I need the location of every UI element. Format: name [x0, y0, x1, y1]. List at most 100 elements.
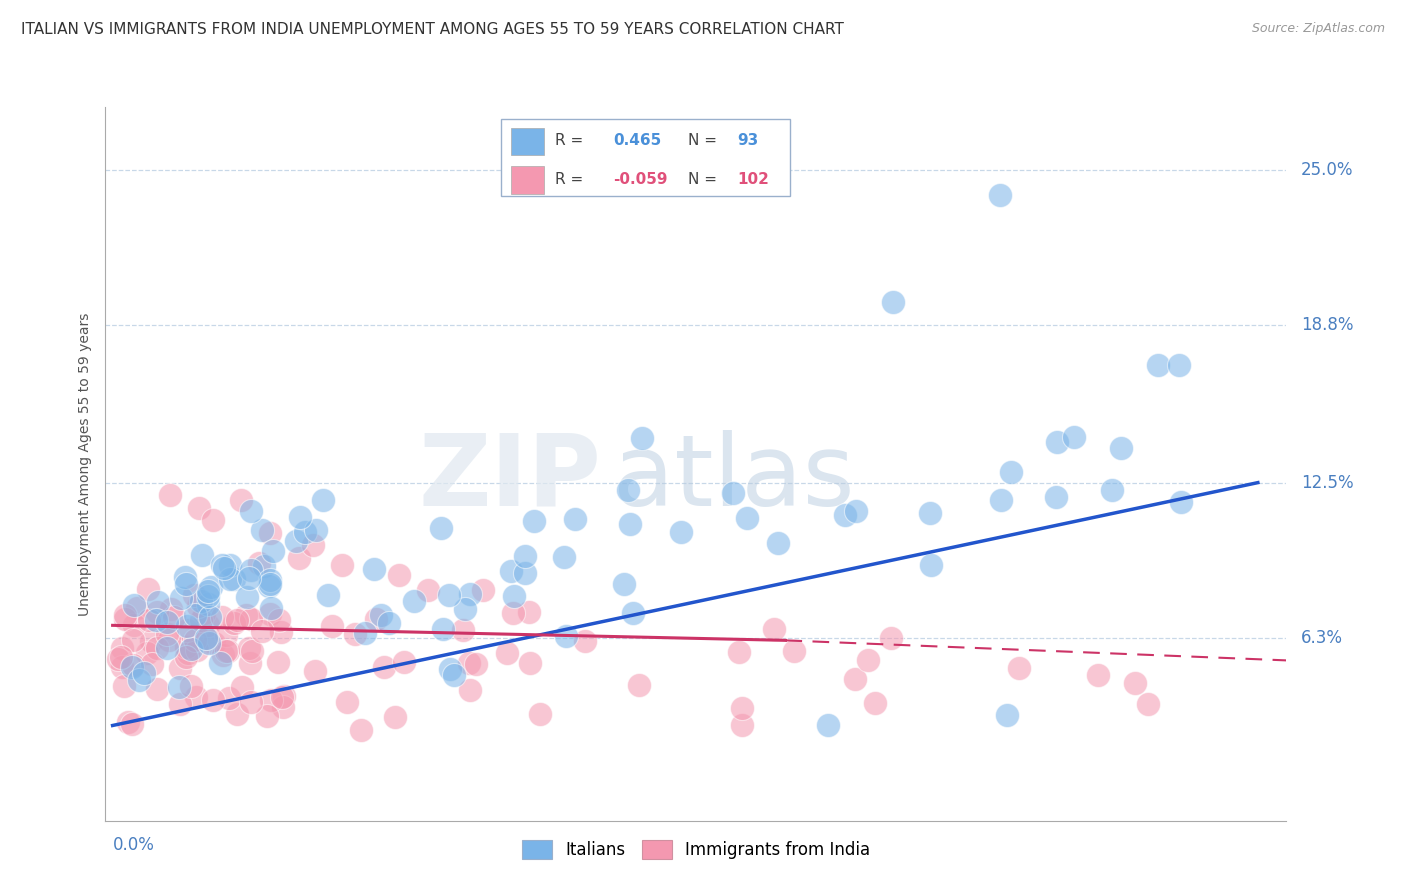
- Point: [318, 588, 340, 602]
- Point: [1063, 430, 1085, 444]
- Point: [169, 697, 191, 711]
- Point: [631, 431, 654, 445]
- Point: [737, 511, 759, 525]
- Point: [439, 663, 461, 677]
- Point: [111, 641, 134, 656]
- Point: [240, 644, 263, 658]
- Point: [451, 624, 474, 638]
- Point: [782, 644, 804, 658]
- Point: [267, 613, 290, 627]
- Point: [215, 644, 238, 658]
- Point: [191, 548, 214, 562]
- Point: [513, 549, 536, 563]
- Text: ITALIAN VS IMMIGRANTS FROM INDIA UNEMPLOYMENT AMONG AGES 55 TO 59 YEARS CORRELAT: ITALIAN VS IMMIGRANTS FROM INDIA UNEMPLO…: [21, 22, 844, 37]
- Point: [370, 607, 392, 622]
- Point: [617, 483, 640, 497]
- Text: N =: N =: [688, 133, 717, 148]
- Point: [267, 655, 290, 669]
- Point: [240, 563, 263, 577]
- Point: [429, 521, 451, 535]
- Point: [270, 625, 292, 640]
- FancyBboxPatch shape: [501, 120, 790, 196]
- Point: [190, 593, 212, 607]
- Point: [1087, 668, 1109, 682]
- Point: [285, 533, 308, 548]
- Point: [208, 656, 231, 670]
- Point: [287, 550, 309, 565]
- Point: [202, 636, 225, 650]
- Point: [183, 588, 205, 602]
- Point: [239, 656, 262, 670]
- Point: [226, 707, 249, 722]
- Point: [212, 560, 235, 574]
- Point: [394, 655, 416, 669]
- Point: [529, 707, 551, 722]
- Point: [195, 631, 218, 645]
- Point: [239, 695, 262, 709]
- Point: [247, 556, 270, 570]
- Point: [184, 607, 207, 622]
- Point: [496, 646, 519, 660]
- Point: [302, 538, 325, 552]
- Point: [1109, 441, 1132, 455]
- Text: 0.0%: 0.0%: [112, 837, 155, 855]
- Point: [564, 512, 586, 526]
- Point: [211, 609, 233, 624]
- Point: [1000, 466, 1022, 480]
- Point: [117, 714, 139, 729]
- Point: [225, 613, 247, 627]
- Point: [174, 577, 197, 591]
- Point: [457, 656, 479, 670]
- Point: [138, 613, 160, 627]
- Point: [402, 593, 425, 607]
- Text: 25.0%: 25.0%: [1301, 161, 1353, 178]
- Point: [239, 612, 262, 626]
- Point: [128, 673, 150, 687]
- Point: [218, 690, 240, 705]
- Point: [174, 640, 197, 654]
- Point: [1007, 661, 1029, 675]
- Point: [121, 716, 143, 731]
- Point: [502, 606, 524, 620]
- Point: [156, 640, 179, 655]
- Text: 0.465: 0.465: [613, 133, 662, 148]
- Point: [350, 723, 373, 738]
- Point: [176, 623, 198, 637]
- Point: [174, 650, 197, 665]
- Point: [918, 506, 941, 520]
- Point: [627, 678, 650, 692]
- Point: [731, 701, 754, 715]
- Point: [844, 673, 866, 687]
- Text: -0.059: -0.059: [613, 172, 668, 186]
- Point: [145, 682, 167, 697]
- Point: [1045, 490, 1067, 504]
- Point: [354, 626, 377, 640]
- Point: [159, 488, 181, 502]
- Point: [305, 524, 328, 538]
- Text: Source: ZipAtlas.com: Source: ZipAtlas.com: [1251, 22, 1385, 36]
- Point: [156, 615, 179, 629]
- Point: [437, 588, 460, 602]
- Point: [464, 657, 486, 672]
- Point: [259, 577, 281, 591]
- Point: [920, 558, 942, 572]
- Point: [121, 660, 143, 674]
- Point: [238, 641, 260, 656]
- Point: [146, 605, 169, 619]
- Point: [212, 648, 235, 662]
- Point: [1101, 483, 1123, 497]
- Point: [250, 624, 273, 639]
- Point: [224, 615, 246, 630]
- Point: [384, 710, 406, 724]
- Text: 6.3%: 6.3%: [1301, 629, 1343, 647]
- Point: [145, 613, 167, 627]
- Point: [288, 509, 311, 524]
- Point: [377, 615, 399, 630]
- Point: [176, 619, 198, 633]
- Point: [200, 580, 222, 594]
- Point: [856, 653, 879, 667]
- Point: [454, 602, 477, 616]
- Point: [219, 558, 242, 573]
- Point: [211, 558, 233, 572]
- Point: [239, 504, 262, 518]
